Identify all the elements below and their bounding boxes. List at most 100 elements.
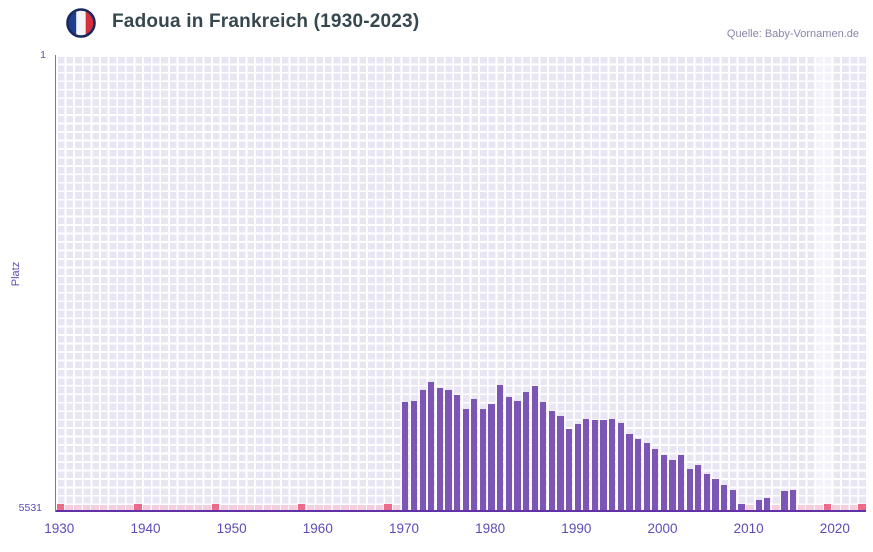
unranked-marker	[332, 504, 340, 510]
unranked-marker	[108, 504, 116, 510]
bar[interactable]	[738, 503, 745, 510]
bar[interactable]	[609, 419, 616, 510]
x-tick-label: 1960	[302, 521, 333, 536]
bar[interactable]	[652, 449, 659, 510]
unranked-marker	[746, 504, 754, 510]
bar[interactable]	[591, 420, 599, 510]
bar[interactable]	[729, 489, 736, 510]
y-axis-title: Platz	[10, 261, 22, 287]
bar[interactable]	[678, 454, 685, 510]
unranked-marker	[82, 504, 91, 510]
highlight-band	[814, 55, 832, 512]
unranked-marker	[806, 504, 814, 510]
bar[interactable]	[445, 390, 452, 510]
bar[interactable]	[703, 473, 711, 510]
source-label: Quelle: Baby-Vornamen.de	[726, 28, 859, 40]
bar[interactable]	[428, 382, 435, 510]
bar[interactable]	[410, 401, 418, 510]
bar[interactable]	[548, 411, 555, 510]
unranked-marker	[168, 504, 177, 510]
bar[interactable]	[660, 454, 667, 510]
unranked-marker	[56, 503, 65, 510]
unranked-marker	[237, 504, 246, 510]
unranked-marker	[177, 504, 185, 510]
unranked-marker	[349, 504, 358, 510]
bar[interactable]	[669, 459, 676, 510]
bar[interactable]	[479, 408, 487, 510]
bar[interactable]	[634, 439, 642, 510]
unranked-marker	[367, 504, 375, 510]
x-tick-label: 1940	[130, 521, 161, 536]
bar[interactable]	[462, 408, 469, 510]
bar[interactable]	[436, 387, 443, 510]
bar[interactable]	[712, 478, 719, 510]
bar[interactable]	[721, 484, 728, 510]
unranked-marker	[117, 504, 125, 510]
unranked-marker	[220, 504, 228, 510]
bar[interactable]	[695, 464, 702, 510]
bar[interactable]	[557, 416, 564, 510]
unranked-marker	[797, 504, 806, 510]
unranked-marker	[815, 504, 823, 510]
bar[interactable]	[583, 419, 590, 510]
bar[interactable]	[540, 402, 547, 510]
unranked-marker	[298, 503, 306, 510]
bar[interactable]	[566, 429, 573, 510]
unranked-marker	[375, 504, 384, 510]
unranked-marker	[134, 503, 142, 510]
unranked-marker	[74, 504, 82, 510]
unranked-marker	[832, 504, 840, 510]
bar[interactable]	[514, 401, 521, 510]
x-tick-label: 1980	[475, 521, 506, 536]
bar[interactable]	[471, 398, 478, 510]
bar[interactable]	[497, 384, 504, 510]
bar[interactable]	[522, 392, 530, 510]
bar[interactable]	[626, 434, 633, 510]
x-tick-label: 2000	[647, 521, 678, 536]
unranked-marker	[142, 504, 151, 510]
bar[interactable]	[686, 468, 693, 510]
bar[interactable]	[643, 442, 650, 510]
unranked-marker	[306, 504, 315, 510]
unranked-marker	[263, 504, 271, 510]
unranked-marker	[99, 504, 108, 510]
bar[interactable]	[617, 422, 624, 510]
unranked-marker	[858, 503, 866, 510]
unranked-marker	[125, 504, 134, 510]
x-tick-label: 2010	[733, 521, 764, 536]
bar[interactable]	[755, 499, 762, 510]
bar[interactable]	[764, 497, 771, 510]
unranked-marker	[91, 504, 99, 510]
x-axis-line	[56, 509, 866, 512]
bar[interactable]	[600, 420, 607, 510]
x-tick-label: 1990	[561, 521, 592, 536]
x-tick-label: 1970	[388, 521, 420, 536]
bar[interactable]	[790, 490, 797, 510]
bar[interactable]	[488, 403, 495, 510]
unranked-marker	[203, 504, 211, 510]
bar[interactable]	[453, 395, 461, 510]
y-axis-min-label: 5531	[18, 502, 42, 514]
x-tick-label: 1930	[44, 521, 75, 536]
bar[interactable]	[402, 402, 409, 510]
unranked-marker	[254, 504, 263, 510]
unranked-marker	[280, 504, 289, 510]
bar[interactable]	[419, 390, 426, 510]
france-flag-icon	[65, 7, 97, 39]
unranked-marker	[160, 504, 168, 510]
unranked-marker	[289, 504, 297, 510]
bar[interactable]	[574, 423, 581, 510]
unranked-marker	[151, 504, 159, 510]
unranked-marker	[272, 504, 280, 510]
bar[interactable]	[505, 397, 512, 510]
unranked-marker	[186, 504, 194, 510]
unranked-marker	[358, 504, 366, 510]
x-tick-label: 2020	[819, 521, 850, 536]
unranked-marker	[229, 504, 237, 510]
unranked-marker	[384, 503, 392, 510]
x-tick-label: 1950	[216, 521, 247, 536]
bar[interactable]	[531, 385, 538, 510]
bar[interactable]	[781, 491, 788, 510]
unranked-marker	[849, 504, 857, 510]
